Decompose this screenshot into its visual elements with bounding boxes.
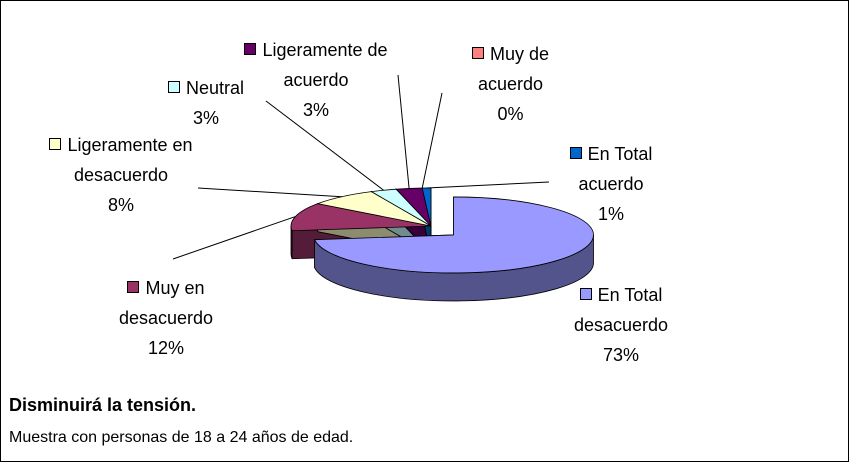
category-label: Ligeramente en desacuerdo — [67, 135, 193, 185]
value-label: 12% — [147, 338, 185, 358]
category-label: En Total acuerdo — [578, 144, 653, 194]
slice-tops — [290, 187, 594, 274]
data-label: Ligeramente en desacuerdo 8% — [41, 130, 201, 220]
category-label: Muy en desacuerdo — [118, 278, 214, 328]
legend-key — [127, 281, 140, 293]
data-label: Muy en desacuerdo 12% — [96, 273, 236, 363]
data-label: Muy de acuerdo 0% — [453, 39, 568, 129]
value-label: 1% — [597, 204, 624, 224]
leader-line — [265, 100, 384, 191]
legend-key — [471, 47, 484, 59]
legend-key — [49, 138, 62, 150]
value-label: 0% — [497, 104, 524, 124]
category-label: En Total desacuerdo — [573, 285, 669, 335]
leader-line — [397, 74, 410, 189]
pie-slice — [290, 203, 432, 232]
value-label: 3% — [302, 100, 329, 120]
value-label: 3% — [192, 108, 219, 128]
pie-slice — [313, 196, 594, 274]
data-label: Neutral 3% — [151, 73, 261, 133]
chart-title: Disminuirá la tensión. — [9, 395, 197, 415]
category-label: Muy de acuerdo — [477, 44, 550, 94]
category-label: Neutral — [185, 78, 245, 98]
legend-key — [569, 147, 582, 159]
legend-key — [579, 288, 592, 300]
leader-line — [421, 92, 443, 189]
data-label: Ligeramente de acuerdo 3% — [241, 35, 391, 125]
value-label: 8% — [107, 195, 134, 215]
data-label: En Total desacuerdo 73% — [561, 280, 681, 370]
legend-key — [167, 81, 180, 93]
data-label: En Total acuerdo 1% — [551, 139, 671, 229]
chart-subtitle: Muestra con personas de 18 a 24 años de … — [9, 429, 354, 446]
category-label: Ligeramente de acuerdo — [262, 40, 388, 90]
leader-line — [426, 181, 550, 189]
leader-line — [197, 187, 342, 198]
value-label: 73% — [602, 345, 640, 365]
leader-line — [172, 216, 296, 260]
legend-key — [244, 43, 257, 55]
